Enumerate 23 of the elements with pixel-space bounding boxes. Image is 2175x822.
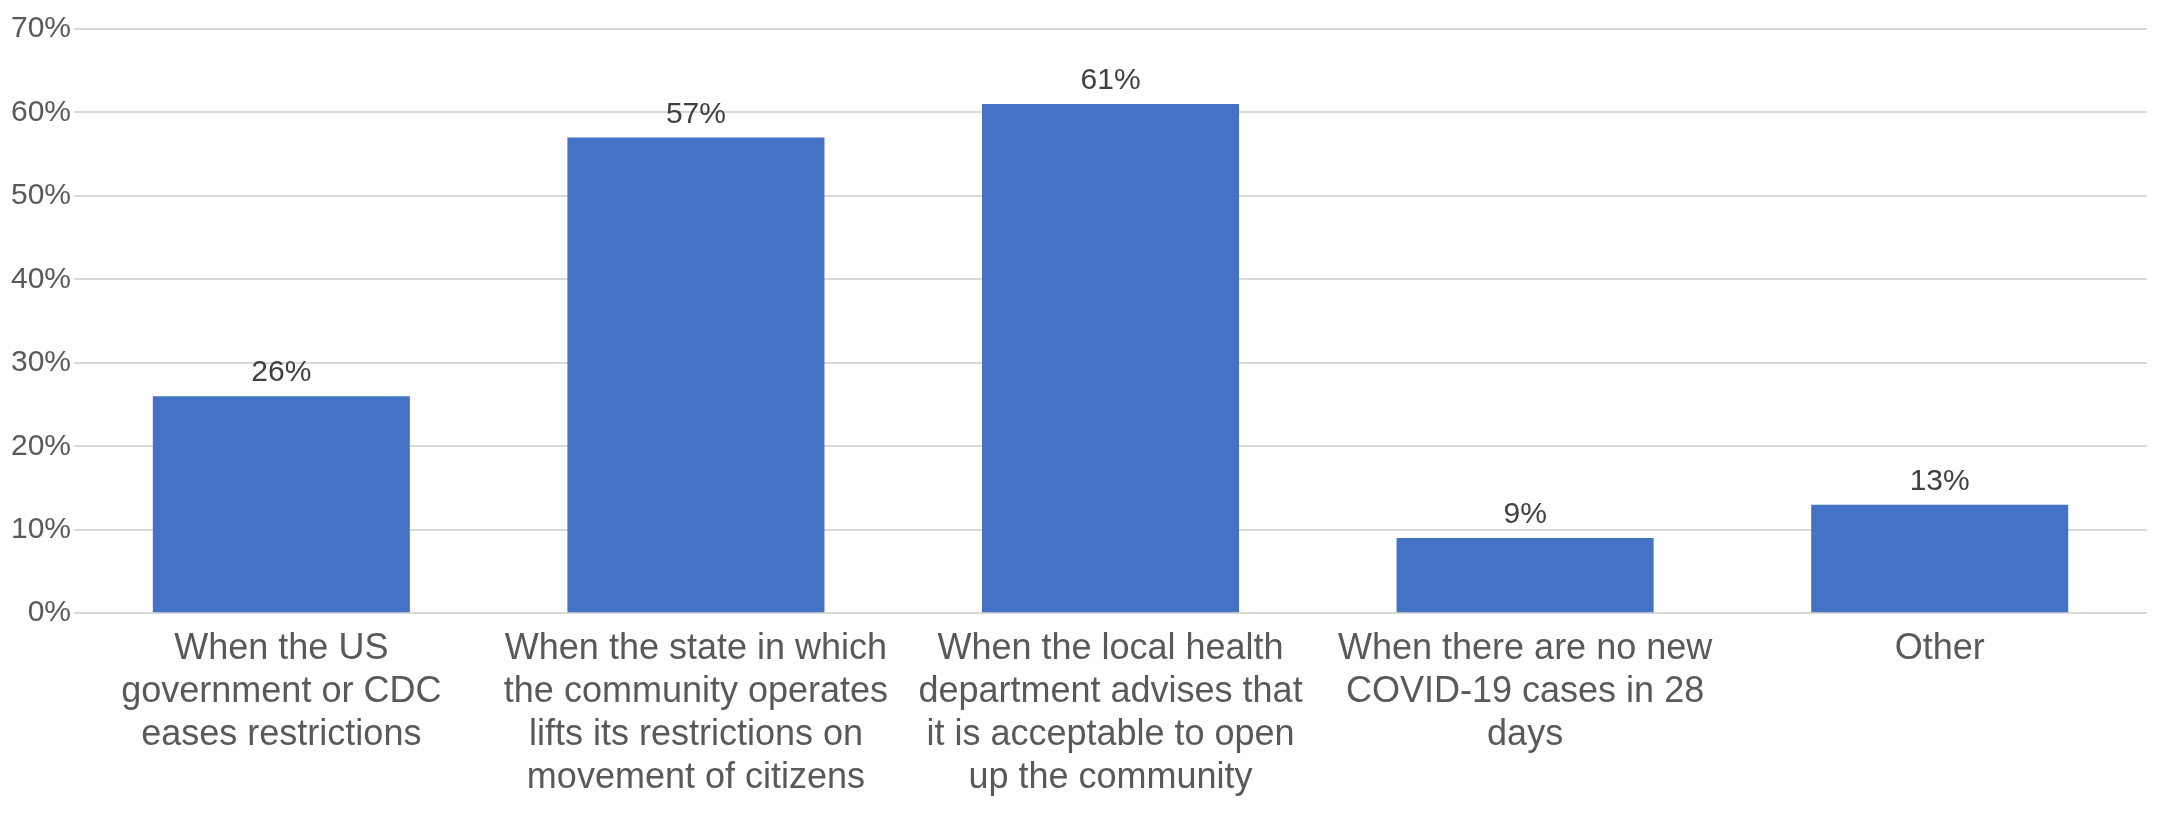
- x-tick-label: When the state in which the community operates lifts its restrictions on movement of citizens: [503, 625, 889, 797]
- x-tick-label: When the local health department advises that it is acceptable to open up the community: [918, 625, 1303, 797]
- bar: [1811, 504, 2069, 613]
- y-tick-label: 30%: [11, 344, 72, 378]
- bar: [1396, 538, 1654, 613]
- data-label: 13%: [1909, 462, 1970, 496]
- y-tick-label: 50%: [11, 177, 72, 211]
- y-tick-label: 60%: [11, 93, 72, 127]
- data-label: 9%: [1503, 496, 1547, 530]
- x-tick-label: When there are no new COVID-19 cases in 28 days: [1338, 625, 1714, 754]
- bar: [152, 396, 410, 613]
- y-tick-label: 20%: [11, 427, 72, 461]
- x-tick-label: Other: [1894, 625, 1985, 667]
- bar: [982, 104, 1240, 613]
- data-label: 61%: [1080, 62, 1141, 96]
- y-tick-label: 0%: [27, 594, 72, 628]
- data-label: 26%: [251, 354, 312, 388]
- x-tick-label: When the US government or CDC eases restrictions: [121, 625, 442, 754]
- y-tick-label: 40%: [11, 260, 72, 294]
- bar: [567, 137, 825, 613]
- data-label: 57%: [665, 95, 726, 129]
- y-tick-label: 10%: [11, 511, 72, 545]
- y-tick-label: 70%: [11, 10, 72, 44]
